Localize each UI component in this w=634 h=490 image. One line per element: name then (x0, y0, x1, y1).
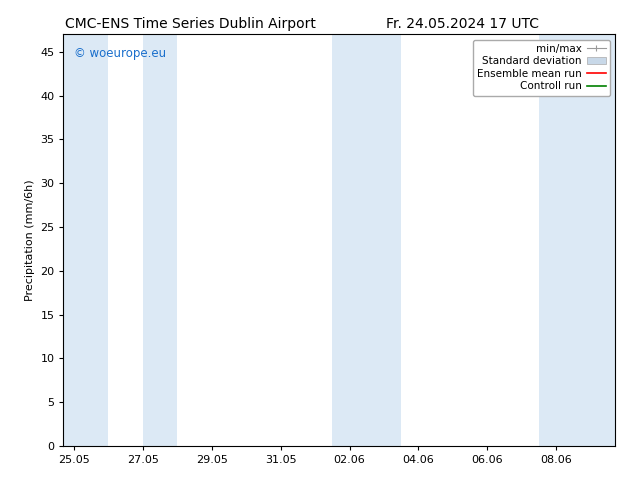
Text: CMC-ENS Time Series Dublin Airport: CMC-ENS Time Series Dublin Airport (65, 17, 316, 31)
Bar (332, 34, 401, 446)
Bar (63, 34, 108, 446)
Legend: min/max, Standard deviation, Ensemble mean run, Controll run: min/max, Standard deviation, Ensemble me… (473, 40, 610, 96)
Text: Fr. 24.05.2024 17 UTC: Fr. 24.05.2024 17 UTC (386, 17, 540, 31)
Y-axis label: Precipitation (mm/6h): Precipitation (mm/6h) (25, 179, 35, 301)
Bar (143, 34, 177, 446)
Bar (539, 34, 615, 446)
Text: © woeurope.eu: © woeurope.eu (74, 47, 167, 60)
